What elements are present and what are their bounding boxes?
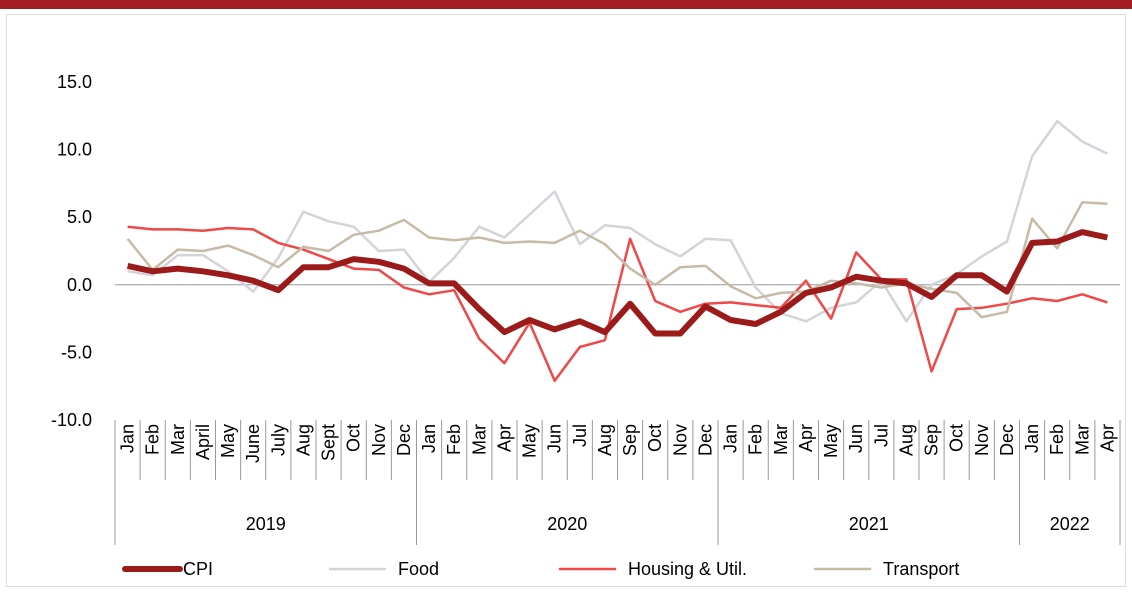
x-tick-label: June [243,424,263,463]
x-tick-label: Nov [670,424,690,456]
series-line [126,201,1108,319]
x-tick-label: Mar [469,424,489,455]
x-tick-label: Dec [394,424,414,456]
x-tick-label: Nov [972,424,992,456]
x-tick-label: Jan [721,424,741,453]
series-line [126,229,1109,337]
x-tick-label: Dec [997,424,1017,456]
x-tick-label: Jan [118,424,138,453]
x-tick-label: May [520,424,540,458]
x-tick-label: Feb [1047,424,1067,455]
x-tick-label: July [268,424,288,456]
group-label: 2022 [1050,514,1090,534]
y-tick-label: 10.0 [57,140,92,160]
legend-label: Housing & Util. [628,559,747,579]
x-tick-label: Jun [545,424,565,453]
top-band [0,0,1132,9]
y-tick-label: -10.0 [51,410,92,430]
x-tick-label: April [193,424,213,460]
x-tick-label: Jan [419,424,439,453]
y-tick-label: 15.0 [57,72,92,92]
x-tick-label: Aug [896,424,916,456]
x-tick-label: Oct [645,424,665,452]
x-tick-label: Apr [494,424,514,452]
x-tick-label: Mar [1072,424,1092,455]
x-tick-label: Oct [947,424,967,452]
x-tick-label: Feb [746,424,766,455]
x-tick-label: Aug [293,424,313,456]
x-tick-label: Dec [695,424,715,456]
series-line [127,225,1108,383]
y-tick-label: 5.0 [67,207,92,227]
x-tick-label: Jul [871,424,891,447]
x-tick-label: Mar [771,424,791,455]
group-label: 2019 [246,514,286,534]
x-tick-label: Apr [1097,424,1117,452]
series-line [127,119,1108,323]
x-tick-label: Jun [846,424,866,453]
x-tick-label: Jul [570,424,590,447]
x-tick-label: Apr [796,424,816,452]
group-label: 2020 [547,514,587,534]
x-tick-label: Sept [319,424,339,461]
legend-label: Transport [883,559,959,579]
y-tick-label: -5.0 [61,342,92,362]
x-tick-label: Sep [620,424,640,456]
x-tick-label: Feb [143,424,163,455]
y-tick-label: 0.0 [67,275,92,295]
legend-label: Food [398,559,439,579]
legend-label: CPI [183,559,213,579]
x-tick-label: Oct [344,424,364,452]
x-tick-label: Jan [1022,424,1042,453]
chart-frame [6,14,1126,587]
x-tick-label: May [218,424,238,458]
x-tick-label: Aug [595,424,615,456]
x-tick-label: Sep [922,424,942,456]
x-tick-label: Feb [444,424,464,455]
x-tick-label: Mar [168,424,188,455]
group-label: 2021 [849,514,889,534]
x-tick-label: Nov [369,424,389,456]
x-tick-label: May [821,424,841,458]
